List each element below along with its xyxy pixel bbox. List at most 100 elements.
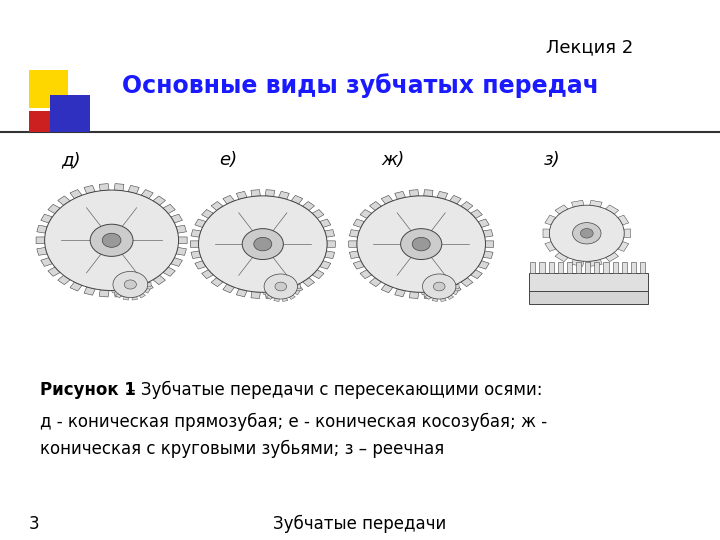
Polygon shape xyxy=(461,201,473,211)
Polygon shape xyxy=(289,295,295,299)
Text: Рисунок 1: Рисунок 1 xyxy=(40,381,135,399)
Bar xyxy=(603,262,608,273)
Polygon shape xyxy=(110,276,116,280)
Polygon shape xyxy=(291,195,302,204)
Polygon shape xyxy=(348,241,357,247)
Polygon shape xyxy=(369,201,382,211)
Polygon shape xyxy=(360,210,372,218)
Polygon shape xyxy=(176,247,186,255)
Polygon shape xyxy=(266,295,272,299)
Polygon shape xyxy=(109,282,113,287)
Polygon shape xyxy=(251,190,261,197)
Polygon shape xyxy=(483,251,493,259)
Bar xyxy=(621,262,627,273)
Polygon shape xyxy=(262,291,267,295)
Polygon shape xyxy=(110,288,116,293)
Polygon shape xyxy=(274,272,279,275)
Polygon shape xyxy=(410,292,419,299)
Polygon shape xyxy=(153,275,166,285)
Polygon shape xyxy=(297,285,301,288)
Polygon shape xyxy=(99,184,109,191)
Text: Лекция 2: Лекция 2 xyxy=(546,38,634,56)
Polygon shape xyxy=(128,287,139,295)
Bar xyxy=(549,262,554,273)
Polygon shape xyxy=(449,195,461,204)
Bar xyxy=(539,262,544,273)
Text: 3: 3 xyxy=(29,515,40,533)
Polygon shape xyxy=(354,219,364,227)
Polygon shape xyxy=(171,214,182,223)
Circle shape xyxy=(413,238,430,251)
Polygon shape xyxy=(191,251,201,259)
Polygon shape xyxy=(382,195,393,204)
Polygon shape xyxy=(420,291,426,295)
Polygon shape xyxy=(606,205,618,214)
Polygon shape xyxy=(139,294,145,298)
Text: ж): ж) xyxy=(382,151,405,169)
Polygon shape xyxy=(202,210,213,218)
Circle shape xyxy=(125,280,137,289)
Polygon shape xyxy=(312,270,324,279)
Polygon shape xyxy=(128,185,139,194)
Polygon shape xyxy=(132,269,138,272)
Polygon shape xyxy=(163,204,175,213)
Polygon shape xyxy=(618,215,629,225)
Bar xyxy=(613,262,618,273)
Polygon shape xyxy=(48,204,60,213)
Polygon shape xyxy=(545,215,556,225)
Polygon shape xyxy=(48,267,60,276)
Circle shape xyxy=(90,224,133,256)
Polygon shape xyxy=(141,190,153,199)
Polygon shape xyxy=(99,290,109,297)
Polygon shape xyxy=(279,289,289,297)
Polygon shape xyxy=(279,191,289,199)
Polygon shape xyxy=(572,259,584,266)
Polygon shape xyxy=(485,241,494,247)
Polygon shape xyxy=(302,278,315,287)
Bar xyxy=(594,262,599,273)
Polygon shape xyxy=(84,185,95,194)
Polygon shape xyxy=(70,282,82,291)
Text: д - коническая прямозубая; е - коническая косозубая; ж -: д - коническая прямозубая; е - коническа… xyxy=(40,413,546,431)
Polygon shape xyxy=(139,271,145,275)
Circle shape xyxy=(572,222,601,244)
Polygon shape xyxy=(123,269,129,272)
Polygon shape xyxy=(419,285,423,288)
Polygon shape xyxy=(555,205,568,214)
Polygon shape xyxy=(606,252,618,262)
Polygon shape xyxy=(84,287,95,295)
Polygon shape xyxy=(572,200,584,207)
Polygon shape xyxy=(425,274,431,278)
Polygon shape xyxy=(145,288,150,293)
Polygon shape xyxy=(58,275,71,285)
Circle shape xyxy=(275,282,287,291)
Circle shape xyxy=(254,238,271,251)
Polygon shape xyxy=(41,214,53,223)
Polygon shape xyxy=(437,289,448,297)
Polygon shape xyxy=(327,241,336,247)
Circle shape xyxy=(102,233,121,247)
Polygon shape xyxy=(590,200,602,207)
Polygon shape xyxy=(453,278,458,282)
Polygon shape xyxy=(461,278,473,287)
Polygon shape xyxy=(123,296,129,300)
Polygon shape xyxy=(265,292,274,299)
Bar xyxy=(529,291,648,304)
Polygon shape xyxy=(114,184,124,191)
Text: коническая с круговыми зубьями; з – реечная: коническая с круговыми зубьями; з – рееч… xyxy=(40,440,444,458)
Polygon shape xyxy=(471,270,482,279)
Polygon shape xyxy=(441,272,446,275)
Polygon shape xyxy=(262,278,267,282)
Polygon shape xyxy=(432,272,438,275)
Polygon shape xyxy=(195,219,206,227)
Polygon shape xyxy=(478,261,489,269)
Polygon shape xyxy=(437,191,448,199)
Bar xyxy=(558,262,563,273)
Polygon shape xyxy=(70,190,82,199)
Polygon shape xyxy=(543,229,550,238)
Polygon shape xyxy=(115,294,122,298)
Bar xyxy=(529,273,648,291)
Polygon shape xyxy=(420,278,426,282)
Polygon shape xyxy=(360,270,372,279)
Text: д): д) xyxy=(61,151,81,169)
